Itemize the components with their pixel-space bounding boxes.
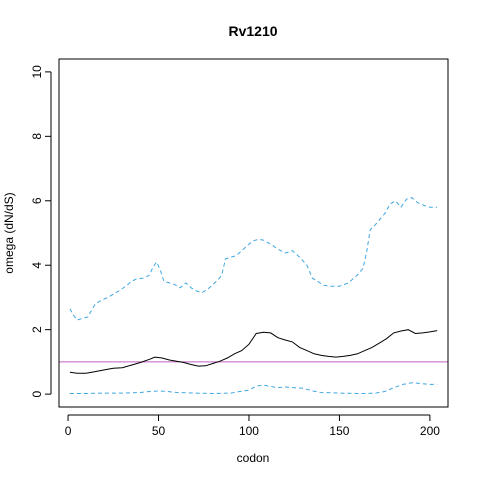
series-line-1 bbox=[69, 197, 438, 321]
y-tick-label: 0 bbox=[30, 390, 44, 397]
x-axis-label: codon bbox=[237, 451, 270, 465]
y-tick-label: 2 bbox=[30, 326, 44, 333]
y-tick-label: 10 bbox=[30, 65, 44, 79]
y-axis-label: omega (dN/dS) bbox=[2, 192, 16, 273]
plot-frame bbox=[58, 58, 449, 408]
series-line-2 bbox=[69, 382, 438, 395]
y-tick-label: 4 bbox=[30, 262, 44, 269]
x-tick-label: 50 bbox=[152, 424, 166, 438]
x-tick-label: 150 bbox=[329, 424, 349, 438]
x-tick-label: 200 bbox=[420, 424, 440, 438]
chart-title: Rv1210 bbox=[228, 23, 277, 39]
series-line-0 bbox=[69, 329, 438, 374]
x-tick-label: 0 bbox=[65, 424, 72, 438]
plot-area bbox=[59, 197, 448, 395]
y-tick-label: 8 bbox=[30, 133, 44, 140]
y-tick-label: 6 bbox=[30, 197, 44, 204]
axes: 0 50 100 150 200 0 2 4 6 8 10 bbox=[30, 65, 440, 438]
x-tick-label: 100 bbox=[239, 424, 259, 438]
